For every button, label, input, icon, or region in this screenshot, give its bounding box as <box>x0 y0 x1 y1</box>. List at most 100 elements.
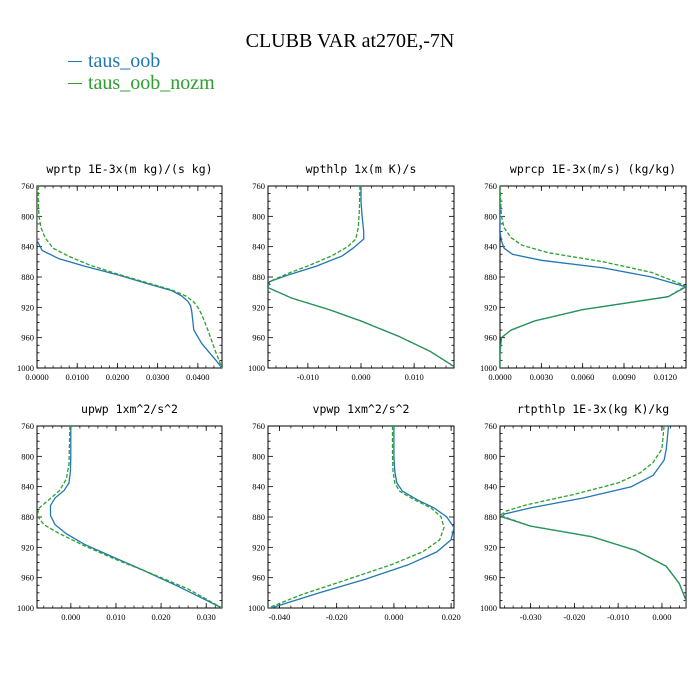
legend-line-taus-oob-nozm <box>68 82 82 84</box>
legend-item-taus-oob-nozm: taus_oob_nozm <box>68 72 215 94</box>
series-line-taus-oob <box>49 426 222 608</box>
y-tick-label: 800 <box>252 451 265 461</box>
x-tick-label: 0.000 <box>652 612 671 622</box>
y-tick-label: 920 <box>21 302 34 312</box>
y-tick-label: 880 <box>484 272 497 282</box>
plot-frame <box>499 185 687 369</box>
panel-2: wpthlp 1x(m K)/s 760 800 840 880 920 960 1000 -0… <box>248 162 455 382</box>
y-tick-label: 840 <box>484 482 497 492</box>
x-tick-label: -0.020 <box>563 612 585 622</box>
legend-item-taus-oob: taus_oob <box>68 50 215 72</box>
y-tick-label: 840 <box>21 242 34 252</box>
y-tick-label: 960 <box>252 573 265 583</box>
x-tick-label: 0.0100 <box>66 372 89 382</box>
y-tick-label: 760 <box>252 421 265 431</box>
x-tick-label: 0.0060 <box>571 372 594 382</box>
x-tick-label: 0.0300 <box>146 372 169 382</box>
y-tick-label: 920 <box>484 542 497 552</box>
x-tick-label: 0.0000 <box>488 372 511 382</box>
y-tick-label: 840 <box>252 482 265 492</box>
y-tick-label: 920 <box>252 542 265 552</box>
y-tick-label: 760 <box>21 421 34 431</box>
x-tick-label: 0.020 <box>152 612 171 622</box>
series-line-taus-oob-nozm <box>37 186 222 368</box>
y-tick-label: 840 <box>484 242 497 252</box>
y-tick-label: 960 <box>21 333 34 343</box>
x-tick-label: 0.000 <box>351 372 370 382</box>
series-line-taus-oob-nozm <box>268 426 445 608</box>
legend-label-taus-oob: taus_oob <box>88 50 161 72</box>
panel-title: rtpthlp 1E-3x(kg K)/kg <box>517 402 669 416</box>
y-tick-label: 920 <box>252 302 265 312</box>
y-tick-label: 800 <box>252 211 265 221</box>
series-line-taus-oob <box>37 186 222 368</box>
x-tick-label: -0.040 <box>268 612 290 622</box>
y-tick-label: 840 <box>21 482 34 492</box>
plot-frame <box>36 425 223 609</box>
series-line-taus-oob <box>501 426 686 608</box>
y-tick-label: 1000 <box>17 363 34 373</box>
x-tick-label: 0.010 <box>106 612 125 622</box>
y-tick-label: 880 <box>21 272 34 282</box>
series-line-taus-oob <box>270 426 454 608</box>
legend-line-taus-oob <box>68 60 82 62</box>
y-tick-label: 1000 <box>480 363 497 373</box>
y-tick-label: 880 <box>252 272 265 282</box>
panel-title: vpwp 1xm^2/s^2 <box>313 402 410 416</box>
series-line-taus-oob-nozm <box>268 186 454 368</box>
x-tick-label: 0.030 <box>197 612 216 622</box>
y-tick-label: 880 <box>252 512 265 522</box>
series-line-taus-oob-nozm <box>37 426 222 608</box>
legend-label-taus-oob-nozm: taus_oob_nozm <box>88 72 215 94</box>
x-tick-label: -0.010 <box>607 612 629 622</box>
y-tick-label: 960 <box>252 333 265 343</box>
y-tick-label: 920 <box>484 302 497 312</box>
y-tick-label: 840 <box>252 242 265 252</box>
x-tick-label: 0.010 <box>405 372 424 382</box>
panel-1: wprtp 1E-3x(m kg)/(s kg) 760 800 840 880 920 9… <box>17 162 223 382</box>
y-tick-label: 800 <box>21 451 34 461</box>
x-tick-label: -0.020 <box>326 612 348 622</box>
y-tick-label: 1000 <box>480 603 497 613</box>
x-tick-label: 0.0030 <box>530 372 553 382</box>
y-tick-label: 800 <box>484 211 497 221</box>
y-tick-label: 880 <box>484 512 497 522</box>
panel-title: wprtp 1E-3x(m kg)/(s kg) <box>46 162 212 176</box>
y-tick-label: 760 <box>21 181 34 191</box>
x-tick-label: 0.0000 <box>25 372 48 382</box>
y-tick-label: 800 <box>21 211 34 221</box>
x-tick-label: 0.020 <box>442 612 461 622</box>
y-tick-label: 760 <box>252 181 265 191</box>
x-tick-label: 0.0090 <box>612 372 635 382</box>
panel-4: upwp 1xm^2/s^2 760 800 840 880 920 960 1000 0.00… <box>17 402 223 622</box>
panel-5: vpwp 1xm^2/s^27608008408809209601000-0.0… <box>248 402 461 622</box>
x-tick-label: -0.010 <box>297 372 319 382</box>
y-tick-label: 1000 <box>248 603 265 613</box>
y-tick-label: 1000 <box>248 363 265 373</box>
x-tick-label: 0.0200 <box>106 372 129 382</box>
x-tick-label: 0.000 <box>61 612 80 622</box>
series-line-taus-oob-nozm <box>500 426 686 608</box>
y-tick-label: 960 <box>21 573 34 583</box>
legend: taus_oob taus_oob_nozm <box>68 50 215 94</box>
chart-title: CLUBB VAR at270E,-7N <box>245 30 455 52</box>
y-tick-label: 1000 <box>17 603 34 613</box>
x-tick-label: -0.030 <box>520 612 542 622</box>
panel-title: wpthlp 1x(m K)/s <box>306 162 417 176</box>
x-tick-label: 0.0120 <box>654 372 677 382</box>
panel-3: wprcp 1E-3x(m/s) (kg/kg) 760 800 840 880 920 9… <box>480 162 687 382</box>
panel-title: upwp 1xm^2/s^2 <box>81 402 178 416</box>
series-line-taus-oob <box>268 186 454 368</box>
y-tick-label: 920 <box>21 542 34 552</box>
y-tick-label: 760 <box>484 181 497 191</box>
panel-6: rtpthlp 1E-3x(kg K)/kg 760 800 840 880 920 960… <box>480 402 687 622</box>
series-line-taus-oob-nozm <box>500 186 686 368</box>
panel-title: wprcp 1E-3x(m/s) (kg/kg) <box>510 162 676 176</box>
y-tick-label: 880 <box>21 512 34 522</box>
series-line-taus-oob <box>500 186 686 368</box>
y-tick-label: 960 <box>484 573 497 583</box>
plot-frame <box>499 425 687 609</box>
x-tick-label: 0.0400 <box>186 372 209 382</box>
plot-frame <box>267 185 455 369</box>
